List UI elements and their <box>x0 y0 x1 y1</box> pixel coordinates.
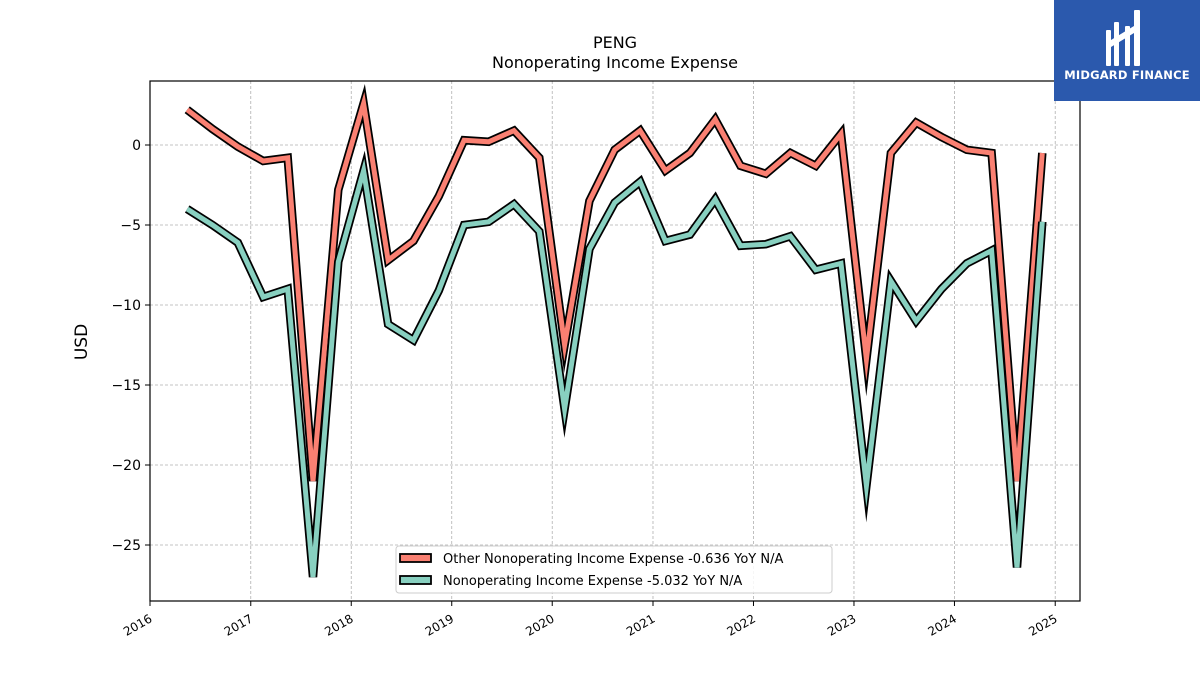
x-tick-label: 2023 <box>825 611 858 638</box>
legend: Other Nonoperating Income Expense -0.636… <box>395 545 833 594</box>
x-tick-label: 2017 <box>222 611 255 638</box>
y-tick-label: −20 <box>111 458 141 474</box>
x-tick-label: 2016 <box>121 611 154 638</box>
x-tick-label: 2018 <box>322 611 355 638</box>
x-tick-label: 2025 <box>1026 611 1059 638</box>
x-tick-label: 2024 <box>926 611 959 638</box>
legend-swatch <box>399 553 432 563</box>
chart-subtitle: Nonoperating Income Expense <box>492 53 738 72</box>
y-tick-label: −10 <box>111 298 141 314</box>
x-tick-label: 2021 <box>624 611 657 638</box>
plot-frame <box>149 80 1081 602</box>
series-lines <box>184 83 1047 578</box>
x-tick-label: 2020 <box>523 611 556 638</box>
x-tick-label: 2022 <box>725 611 758 638</box>
series-line <box>185 91 1045 482</box>
series-line <box>185 158 1045 578</box>
x-tick-label: 2019 <box>423 611 456 638</box>
logo-mark-icon <box>1106 10 1140 66</box>
brand-name: MIDGARD FINANCE <box>1064 68 1190 82</box>
legend-label: Other Nonoperating Income Expense -0.636… <box>443 552 783 567</box>
y-tick-label: −5 <box>120 218 141 234</box>
y-tick-label: −25 <box>111 538 141 554</box>
legend-swatch <box>399 575 432 585</box>
legend-label: Nonoperating Income Expense -5.032 YoY N… <box>443 574 742 589</box>
legend-box <box>395 545 833 594</box>
y-axis-label: USD <box>72 324 92 360</box>
brand-logo: MIDGARD FINANCE <box>1054 0 1200 101</box>
y-tick-label: 0 <box>132 138 141 154</box>
chart-title: PENG <box>593 33 637 52</box>
y-tick-label: −15 <box>111 378 141 394</box>
